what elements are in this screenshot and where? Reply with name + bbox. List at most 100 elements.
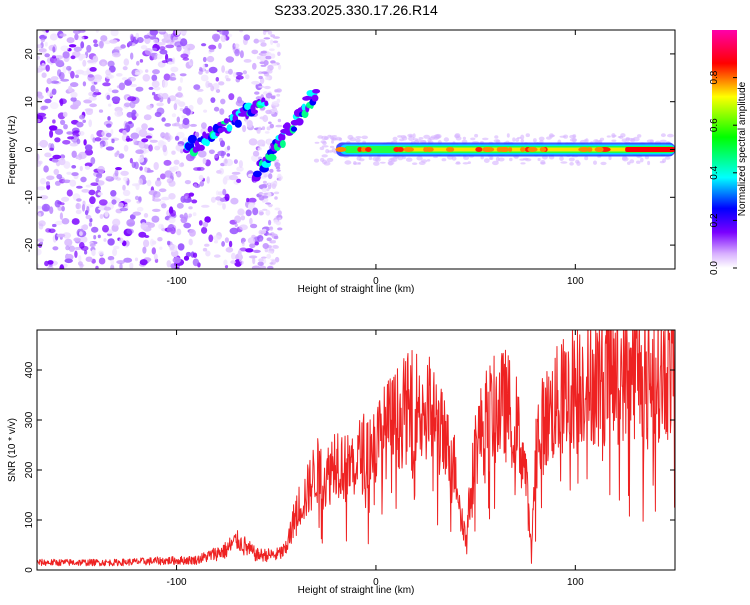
snr-plot-frame [36, 329, 676, 571]
noise-blob [159, 46, 166, 51]
noise-blob [51, 88, 57, 95]
noise-blob [230, 260, 236, 264]
noise-blob [660, 133, 666, 138]
noise-blob [62, 140, 71, 145]
trace-peak [508, 147, 513, 152]
colorbar-tick-label: 0.0 [709, 261, 720, 275]
noise-blob [92, 55, 99, 63]
noise-blob [114, 110, 123, 117]
noise-blob [157, 30, 167, 33]
noise-blob [79, 231, 83, 236]
noise-blob [129, 101, 136, 109]
noise-blob [224, 265, 229, 269]
noise-blob [93, 39, 98, 44]
noise-blob [109, 39, 118, 44]
trace-peak [498, 147, 510, 152]
noise-blob [165, 39, 175, 44]
trace-peak [403, 147, 414, 152]
noise-blob [116, 150, 120, 156]
noise-blob [193, 183, 198, 187]
noise-blob [197, 97, 203, 105]
noise-blob [151, 240, 157, 245]
noise-blob [412, 133, 416, 139]
noise-blob [50, 80, 60, 84]
noise-blob [117, 202, 124, 208]
noise-blob [142, 74, 151, 82]
noise-blob [93, 43, 99, 47]
noise-blob [59, 202, 65, 206]
noise-blob [276, 169, 281, 172]
noise-blob [107, 60, 115, 68]
noise-blob [321, 145, 329, 148]
noise-blob [268, 248, 275, 252]
noise-blob [55, 220, 63, 226]
noise-blob [130, 77, 136, 82]
noise-blob [235, 75, 244, 80]
noise-blob [208, 234, 214, 243]
echo-blob [290, 126, 298, 132]
noise-blob [157, 139, 165, 148]
colorbar-tick-label: 0.8 [709, 70, 720, 84]
noise-blob [115, 167, 122, 171]
noise-blob [169, 77, 177, 81]
noise-blob [93, 235, 97, 240]
spectrogram-y-tick-label: 10 [24, 96, 35, 108]
noise-blob [228, 93, 235, 101]
noise-blob [219, 30, 224, 35]
noise-blob [130, 83, 137, 88]
noise-blob [82, 81, 87, 87]
noise-blob [112, 218, 121, 227]
noise-blob [59, 264, 65, 269]
noise-blob [569, 134, 576, 139]
noise-blob [379, 161, 386, 164]
noise-blob [206, 55, 215, 63]
noise-blob [261, 183, 268, 189]
noise-blob [520, 138, 524, 143]
noise-blob [78, 151, 87, 160]
noise-blob [275, 124, 283, 128]
noise-blob [549, 134, 556, 138]
noise-blob [225, 247, 234, 253]
noise-blob [493, 139, 500, 143]
noise-blob [237, 249, 242, 257]
noise-blob [88, 222, 92, 227]
echo-blob [303, 95, 313, 100]
noise-blob [130, 52, 134, 60]
noise-blob [61, 205, 65, 212]
noise-blob [129, 262, 134, 269]
noise-blob [81, 204, 86, 212]
noise-blob [136, 60, 140, 66]
noise-blob [256, 56, 261, 60]
noise-blob [515, 137, 520, 142]
noise-blob [135, 86, 144, 92]
noise-blob [262, 243, 269, 249]
noise-blob [258, 258, 264, 262]
noise-blob [254, 91, 260, 95]
noise-blob [110, 264, 115, 269]
snr-y-tick-label: 200 [24, 461, 35, 478]
noise-blob [251, 80, 260, 85]
noise-blob [66, 189, 73, 197]
noise-blob [537, 157, 541, 162]
noise-blob [188, 213, 192, 218]
noise-blob [91, 249, 96, 256]
noise-blob [45, 64, 50, 72]
noise-blob [89, 218, 93, 223]
noise-blob [248, 197, 257, 203]
noise-blob [506, 133, 510, 138]
colorbar-tick-label: 0.6 [709, 118, 720, 132]
noise-blob [62, 232, 72, 239]
noise-blob [198, 150, 207, 158]
noise-blob [152, 54, 158, 60]
noise-blob [107, 116, 111, 121]
noise-blob [192, 212, 197, 217]
noise-blob [198, 220, 203, 226]
noise-blob [37, 205, 43, 210]
noise-blob [274, 196, 278, 200]
noise-blob [428, 136, 436, 141]
noise-blob [314, 141, 320, 144]
noise-blob [600, 161, 607, 166]
noise-blob [37, 68, 43, 73]
noise-blob [48, 125, 58, 131]
